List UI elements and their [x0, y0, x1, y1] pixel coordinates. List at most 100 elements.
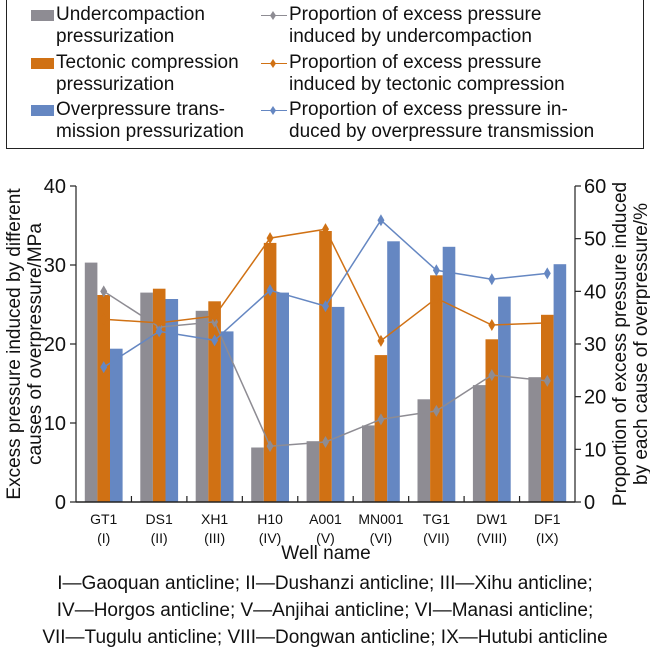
bar-df1-s2	[553, 264, 567, 502]
bar-tg1-s1	[430, 275, 443, 502]
y-axis-title-line: causes of overpressure/MPa	[25, 223, 46, 465]
y-tick-label-right: 50	[584, 229, 606, 251]
line-marker-tg1-s2	[432, 264, 440, 277]
bar-a001-s2	[331, 306, 345, 502]
line-marker-df1-s2	[543, 267, 551, 280]
x-tick-label: XH1	[201, 511, 228, 527]
bar-tg1-s2	[442, 246, 456, 502]
x-tick-label: MN001	[358, 511, 403, 527]
line-marker-h10-s1	[266, 232, 274, 245]
line-marker-ds1-s1	[155, 316, 163, 329]
legend-label: Proportion of excess pressure	[289, 52, 542, 73]
legend-label: mission pressurization	[56, 121, 244, 142]
line-marker-gt1-s2	[100, 361, 108, 374]
x-tick-sublabel: (V)	[316, 530, 335, 546]
y-tick-label-right: 40	[584, 281, 606, 303]
x-tick-label: TG1	[423, 511, 450, 527]
bar-gt1-s0	[84, 262, 98, 502]
line-marker-tg1-s1	[432, 292, 440, 305]
y-axis-title-right: Proportion of excess pressure induced by…	[610, 182, 650, 506]
legend-swatch-blue	[31, 105, 54, 116]
bar-xh1-s0	[195, 310, 209, 502]
x-tick-label: A001	[309, 511, 342, 527]
line-marker-gt1-s0	[100, 285, 108, 298]
bar-gt1-s1	[97, 295, 110, 502]
legend-label: Proportion of excess pressure in-	[289, 99, 568, 120]
bar-df1-s1	[541, 314, 554, 502]
x-tick-sublabel: (I)	[97, 530, 110, 546]
legend-label: duced by overpressure transmission	[289, 121, 595, 142]
y-tick-label-left: 0	[55, 492, 66, 514]
bar-gt1-s2	[110, 348, 123, 502]
y-tick-label-left: 20	[44, 334, 66, 356]
line-marker-df1-s0	[543, 374, 551, 387]
bar-tg1-s0	[417, 399, 431, 502]
bar-ds1-s0	[140, 292, 153, 502]
legend-label: Tectonic compression	[56, 52, 239, 73]
lines-layer	[100, 214, 551, 453]
line-marker-xh1-s2	[211, 334, 219, 347]
x-tick-label: DS1	[146, 511, 173, 527]
line-marker-gt1-s1	[100, 313, 108, 326]
diamond-marker-icon	[270, 59, 276, 68]
x-tick-sublabel: (IX)	[536, 530, 559, 546]
y-tick-label-right: 60	[584, 176, 606, 198]
y-tick-label-right: 20	[584, 387, 606, 409]
x-tick-label: DF1	[534, 511, 561, 527]
y-axis-title-line: Excess pressure induced by different	[4, 188, 25, 500]
x-tick-label: H10	[257, 511, 283, 527]
y-axis-title-left: Excess pressure induced by different cau…	[4, 188, 46, 500]
y-tick-label-right: 30	[584, 334, 606, 356]
footnote: I—Gaoquan anticline; II—Dushanzi anticli…	[0, 570, 650, 651]
diamond-marker-icon	[270, 106, 276, 115]
x-tick-sublabel: (VIII)	[477, 530, 507, 546]
bar-ds1-s1	[152, 288, 166, 502]
legend-label: pressurization	[56, 26, 175, 47]
legend-label: induced by tectonic compression	[289, 74, 565, 95]
bars-layer	[84, 231, 567, 503]
bar-h10-s1	[263, 242, 277, 502]
bar-mn001-s1	[374, 355, 388, 502]
bar-h10-s0	[251, 447, 264, 502]
bar-dw1-s0	[472, 385, 486, 502]
x-tick-sublabel: (II)	[151, 530, 168, 546]
x-tick-label: DW1	[476, 511, 507, 527]
footnote-line: VII—Tugulu anticline; VIII—Dongwan antic…	[42, 627, 608, 648]
bar-dw1-s2	[498, 296, 511, 502]
legend-swatch-gray	[31, 10, 54, 21]
legend-label: Overpressure trans-	[56, 99, 225, 120]
footnote-line: IV—Horgos anticline; V—Anjihai anticline…	[56, 600, 594, 621]
line-marker-dw1-s1	[488, 319, 496, 332]
y2-axis-title-line: by each cause of overpressure/%	[631, 203, 650, 485]
y-tick-label-left: 10	[44, 413, 66, 435]
line-marker-xh1-s1	[211, 310, 219, 323]
legend-swatch-orange	[31, 58, 54, 69]
line-marker-a001-s1	[322, 223, 329, 236]
bar-mn001-s0	[362, 425, 375, 502]
legend-label: pressurization	[56, 74, 175, 95]
line-marker-mn001-s0	[377, 413, 385, 426]
line-marker-dw1-s0	[488, 369, 496, 382]
line-marker-mn001-s1	[377, 334, 385, 347]
line-marker-h10-s2	[266, 284, 274, 297]
legend-label: Undercompaction	[56, 4, 205, 25]
y-tick-label-right: 10	[584, 439, 606, 461]
ticks-layer: 0 10 20 30 40 0 10 20 30 40 50 60 GT1 (I) DS1 (II) XH1 (I…	[44, 176, 607, 546]
line-marker-ds1-s2	[155, 325, 163, 338]
bar-df1-s0	[528, 377, 541, 502]
line-marker-dw1-s2	[488, 273, 496, 286]
legend-label: Proportion of excess pressure	[289, 4, 542, 25]
y-tick-label-right: 0	[584, 492, 595, 514]
x-axis-title: Well name	[281, 543, 370, 564]
x-tick-label: GT1	[90, 511, 117, 527]
line-marker-a001-s0	[322, 435, 329, 448]
bar-dw1-s1	[485, 339, 499, 502]
y-tick-label-left: 40	[44, 176, 66, 198]
footnote-line: I—Gaoquan anticline; II—Dushanzi anticli…	[57, 573, 593, 594]
combo-bar-line-chart: 0 10 20 30 40 0 10 20 30 40 50 60 GT1 (I) DS1 (II) XH1 (I…	[4, 176, 650, 564]
chart-legend: Undercompaction pressurization Proportio…	[6, 0, 644, 149]
bar-a001-s0	[306, 441, 320, 502]
bar-xh1-s1	[208, 301, 221, 502]
legend-label: induced by undercompaction	[289, 26, 532, 47]
bar-xh1-s2	[220, 331, 234, 502]
